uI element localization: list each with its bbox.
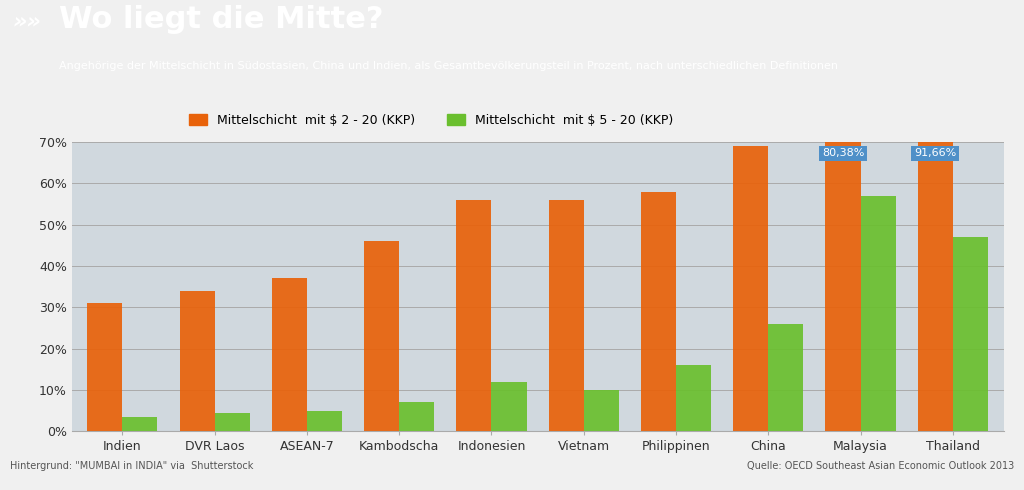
Bar bbox=[215, 413, 250, 431]
Text: Hintergrund: "MUMBAI in INDIA" via  Shutterstock: Hintergrund: "MUMBAI in INDIA" via Shutt… bbox=[10, 461, 254, 470]
Text: Quelle: OECD Southeast Asian Economic Outlook 2013: Quelle: OECD Southeast Asian Economic Ou… bbox=[746, 461, 1014, 470]
Bar bbox=[952, 237, 988, 431]
Bar bbox=[399, 402, 434, 431]
Text: 80,38%: 80,38% bbox=[822, 148, 864, 158]
Bar bbox=[584, 390, 618, 431]
Bar bbox=[733, 146, 768, 431]
Text: Wo liegt die Mitte?: Wo liegt die Mitte? bbox=[59, 5, 384, 34]
Text: 91,66%: 91,66% bbox=[914, 148, 956, 158]
Bar bbox=[549, 200, 584, 431]
Bar bbox=[676, 365, 711, 431]
Bar bbox=[123, 416, 158, 431]
Bar bbox=[365, 241, 399, 431]
Bar bbox=[272, 278, 307, 431]
Text: »»: »» bbox=[12, 12, 41, 32]
Bar bbox=[307, 411, 342, 431]
Bar bbox=[179, 291, 215, 431]
Bar bbox=[492, 382, 526, 431]
Bar bbox=[87, 303, 123, 431]
Bar bbox=[860, 196, 896, 431]
Text: Angehörige der Mittelschicht in Südostasien, China und Indien, als Gesamtbevölke: Angehörige der Mittelschicht in Südostas… bbox=[59, 61, 839, 71]
Bar bbox=[768, 324, 803, 431]
Legend: Mittelschicht  mit $ 2 - 20 (KKP), Mittelschicht  mit $ 5 - 20 (KKP): Mittelschicht mit $ 2 - 20 (KKP), Mittel… bbox=[188, 114, 674, 126]
Bar bbox=[918, 52, 952, 431]
Bar bbox=[457, 200, 492, 431]
Bar bbox=[641, 192, 676, 431]
Bar bbox=[825, 99, 860, 431]
